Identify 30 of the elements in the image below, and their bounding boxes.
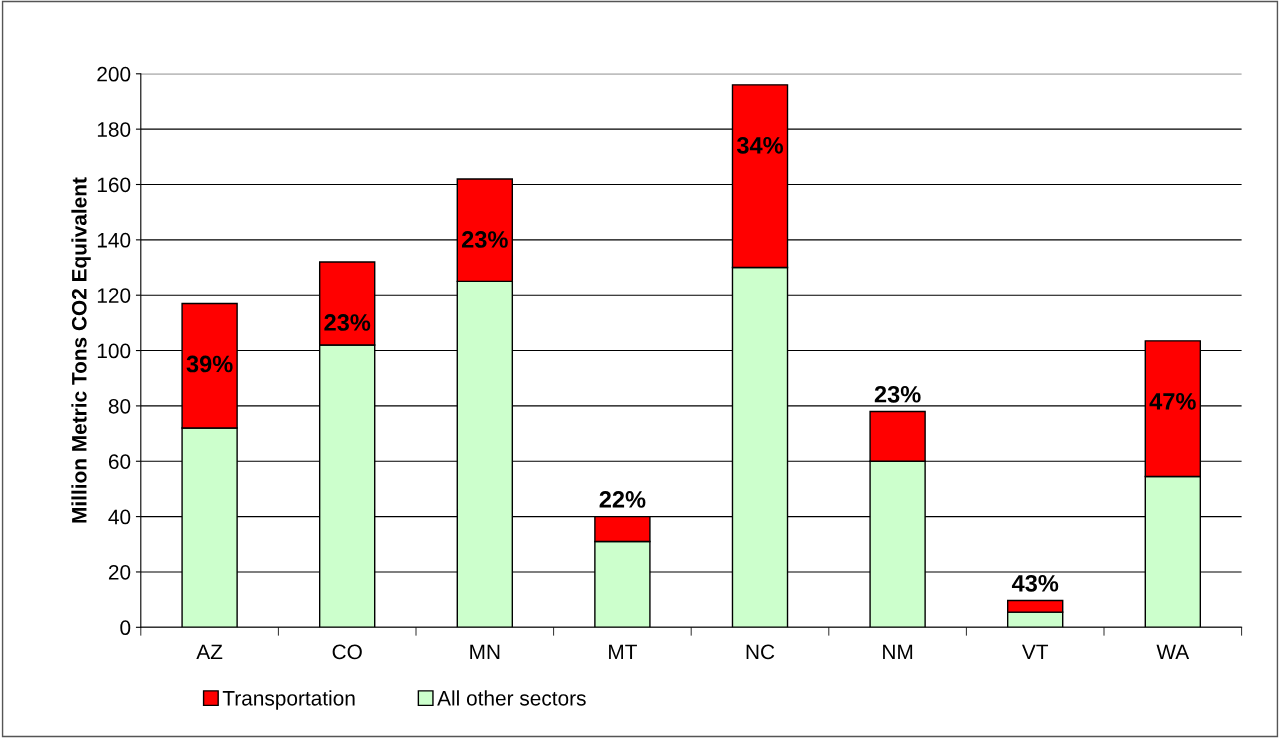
x-tick-label: NM [883, 644, 913, 660]
y-tick-label: 180 [97, 122, 131, 137]
annotation: 23% [461, 231, 508, 248]
annotation: 39% [186, 355, 233, 373]
x-tick-label: AZ [196, 644, 223, 660]
x-tick-label: NC [746, 644, 775, 660]
annotation: 34% [736, 136, 784, 154]
y-tick-label: 200 [97, 66, 131, 82]
y-tick-label: 120 [97, 288, 131, 303]
annotation: 47% [1149, 393, 1196, 410]
x-tick-label: MT [609, 644, 637, 660]
x-tick-label: MN [470, 644, 500, 660]
legend-label: Transportation [222, 690, 355, 710]
annotation: 22% [599, 491, 646, 508]
annotation: 23% [874, 385, 921, 403]
x-tick-label: WA [1156, 644, 1190, 660]
y-axis-title: Million Metric Tons CO2 Equivalent [71, 177, 91, 523]
y-tick-label: 40 [108, 509, 131, 525]
annotation: 23% [324, 314, 371, 331]
y-tick-label: 0 [120, 620, 131, 636]
annotation: 43% [1011, 574, 1059, 592]
x-tick-label: CO [332, 644, 362, 660]
y-tick-label: 140 [97, 232, 131, 248]
y-tick-label: 80 [108, 398, 131, 414]
y-tick-label: 60 [108, 454, 131, 469]
y-tick-label: 160 [97, 177, 131, 193]
y-tick-label: 20 [108, 564, 131, 580]
x-tick-label: VT [1021, 644, 1049, 660]
y-tick-label: 100 [97, 343, 131, 359]
legend-label: All other sectors [437, 690, 586, 706]
